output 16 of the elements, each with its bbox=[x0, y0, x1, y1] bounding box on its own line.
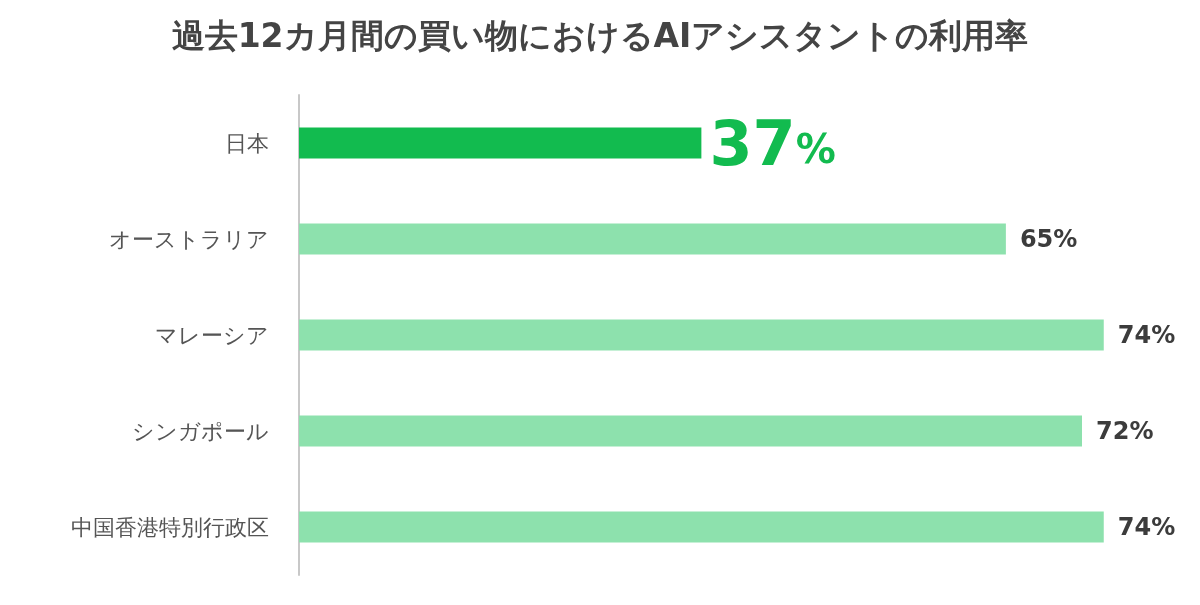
bar bbox=[299, 223, 1006, 255]
y-tick-label: オーストラリア bbox=[109, 226, 269, 252]
data-label: 74% bbox=[1117, 513, 1176, 541]
data-label: 72% bbox=[1096, 417, 1154, 445]
y-tick-label: 中国香港特別行政区 bbox=[71, 514, 269, 540]
data-label: 74% bbox=[1117, 321, 1176, 349]
y-tick-label: マレーシア bbox=[155, 322, 269, 348]
bar bbox=[299, 319, 1104, 351]
data-label: 65% bbox=[1019, 225, 1078, 253]
y-tick-label: 日本 bbox=[225, 130, 269, 156]
data-label: 37% bbox=[709, 106, 836, 180]
chart-title: 過去12カ月間の買い物におけるAIアシスタントの利用率 bbox=[171, 16, 1029, 55]
bar bbox=[299, 127, 702, 159]
y-tick-label: シンガポール bbox=[132, 418, 269, 444]
bar bbox=[299, 511, 1104, 543]
bar bbox=[299, 415, 1082, 447]
